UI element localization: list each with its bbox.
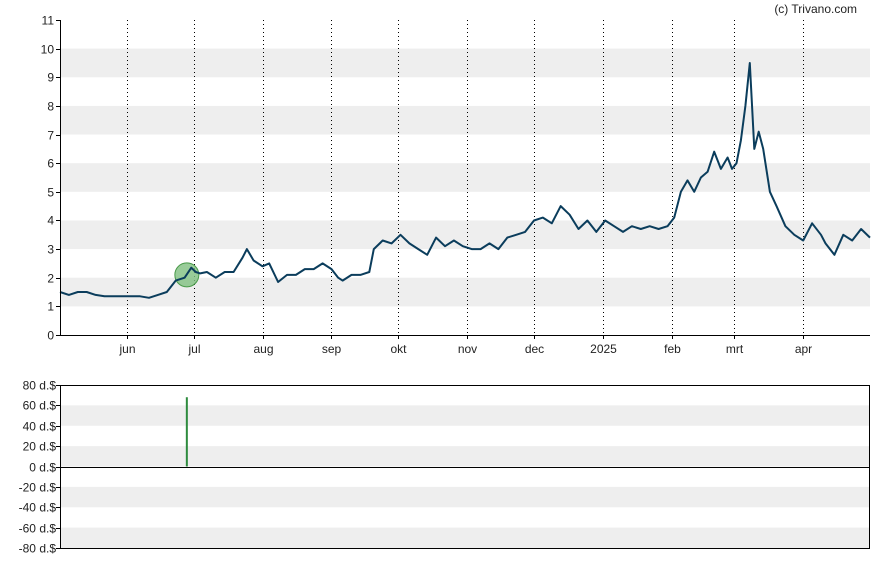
y-tick-label: 5 [47,186,54,200]
grid-band [60,220,870,250]
y-tick-label: -40 d.$ [19,501,57,515]
x-tick-label: jul [187,342,200,356]
x-tick-label: dec [525,342,544,356]
y-tick-label: 9 [47,71,54,85]
grid-band [60,163,870,192]
grid-band [60,446,870,467]
y-tick-label: -80 d.$ [19,542,57,556]
y-tick-label: 8 [47,100,54,114]
grid-band [60,527,870,548]
x-tick-label: mrt [726,342,744,356]
x-tick-label: apr [795,342,812,356]
x-tick-label: feb [664,342,681,356]
x-tick-label: 2025 [590,342,617,356]
y-tick-label: 0 d.$ [29,461,56,475]
y-tick-label: 4 [47,214,54,228]
y-tick-label: 80 d.$ [23,379,57,393]
volume-frame [60,385,870,549]
x-tick-label: nov [458,342,477,356]
y-tick-label: 7 [47,129,54,143]
y-tick-label: 2 [47,272,54,286]
y-tick-label: 60 d.$ [23,399,57,413]
y-tick-label: 10 [41,43,55,57]
grid-band [60,405,870,426]
y-tick-label: -20 d.$ [19,481,57,495]
y-tick-label: 11 [42,14,55,28]
x-tick-label: okt [390,342,407,356]
price-chart: jun jul aug sep okt nov dec 2025 feb mrt apr 0 1 2 3 4 5… [41,14,871,356]
grid-band [60,105,870,135]
y-tick-label: 0 [47,329,54,343]
x-tick-label: sep [322,342,342,356]
x-tick-label: jun [118,342,135,356]
y-tick-label: 40 d.$ [23,420,57,434]
y-tick-label: -60 d.$ [19,522,57,536]
volume-chart: 80 d.$ 60 d.$ 40 d.$ 20 d.$ 0 d.$ -20 d.$ -40 … [19,379,870,556]
price-series-line [59,62,871,299]
y-tick-label: 6 [47,157,54,171]
volume-bar [185,397,188,467]
credit-text: (c) Trivano.com [774,2,857,16]
y-tick-label: 3 [47,243,54,257]
grid-band [60,486,870,508]
x-tick-label: aug [253,342,273,356]
y-tick-label: 20 d.$ [23,440,57,454]
y-tick-label: 1 [47,300,54,314]
